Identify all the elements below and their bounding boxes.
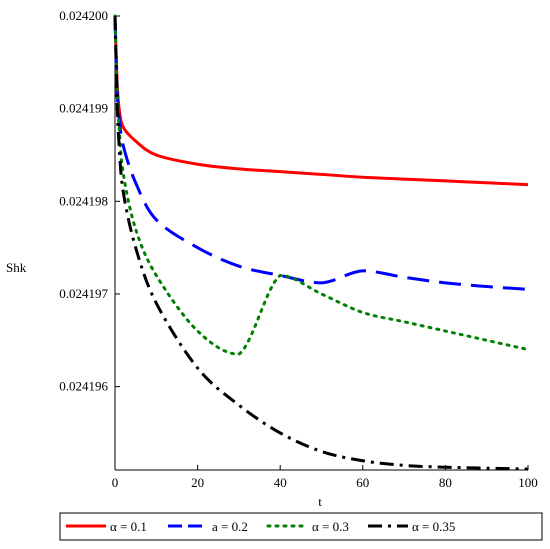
y-tick-label: 0.024197 [59,286,108,301]
legend-label-1: α = 0.1 [110,519,147,534]
legend-label-4: α = 0.35 [412,519,455,534]
x-tick-label: 20 [191,475,204,490]
y-tick-label: 0.024200 [59,8,108,23]
y-axis-label: Shk [6,260,27,275]
series-line-4 [113,15,529,471]
legend: α = 0.1 a = 0.2 α = 0.3 α = 0.35 [59,512,543,541]
y-tick-label: 0.024199 [59,101,108,116]
x-tick-label: 100 [518,475,538,490]
x-tick-label: 80 [439,475,452,490]
series-layer [113,14,530,471]
y-tick-label: 0.024196 [59,379,108,394]
legend-label-3: α = 0.3 [312,519,349,534]
x-tick-label: 0 [112,475,119,490]
y-axis-ticks: 0.024196 0.024197 0.024198 0.024199 0.024200 [59,8,120,394]
series-line-1 [113,15,529,187]
x-axis-label: t [318,494,322,509]
x-axis-ticks: 0 20 40 60 80 100 [112,465,538,490]
y-tick-label: 0.024198 [59,193,108,208]
x-tick-label: 60 [356,475,369,490]
series-line-2 [113,15,529,291]
series-line-3 [113,14,530,356]
legend-label-2: a = 0.2 [212,519,248,534]
x-tick-label: 40 [274,475,287,490]
